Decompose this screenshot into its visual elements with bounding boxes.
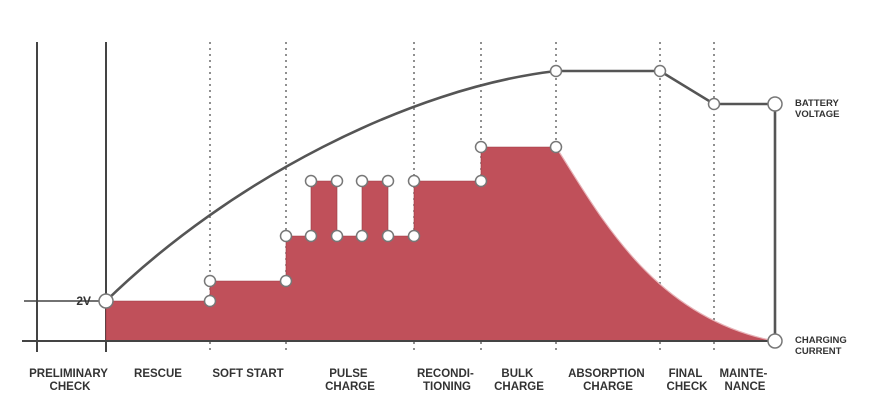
stage-label-line: ABSORPTION — [568, 368, 645, 380]
stage-label-line: NANCE — [725, 381, 766, 393]
stage-label-rescue: RESCUE — [134, 368, 182, 380]
charging-current-label-line: CHARGING — [795, 335, 847, 346]
current-markers — [203, 140, 563, 308]
current-decay-highlight — [555, 146, 776, 342]
stage-label-line: FINAL — [669, 368, 703, 380]
stage-label-preliminary-check: PRELIMINARY CHECK — [29, 368, 111, 393]
charging-current-end-marker — [767, 333, 783, 349]
battery-voltage-label: BATTERY VOLTAGE — [795, 98, 841, 120]
current-marker — [474, 140, 488, 154]
voltage-marker — [707, 97, 721, 111]
charging-current-area — [105, 146, 776, 342]
voltage-start-marker — [98, 293, 114, 309]
stage-label-line: CHARGE — [583, 381, 633, 393]
current-marker — [381, 174, 395, 188]
voltage-marker — [653, 64, 667, 78]
current-marker — [304, 174, 318, 188]
stage-label-line: CHECK — [50, 381, 92, 393]
stage-label-absorption-charge: ABSORPTION CHARGE — [568, 368, 648, 393]
two-volt-label: 2V — [76, 294, 91, 308]
current-marker — [355, 229, 369, 243]
stage-label-soft-start: SOFT START — [212, 368, 283, 380]
stage-label-maintenance: MAINTE- NANCE — [719, 368, 770, 393]
stage-label-line: CHECK — [667, 381, 709, 393]
stage-label-line: MAINTE- — [719, 368, 767, 380]
stage-label-final-check: FINAL CHECK — [667, 368, 709, 393]
current-marker — [330, 229, 344, 243]
battery-voltage-line — [105, 69, 775, 302]
stage-label-line: PULSE — [329, 368, 368, 380]
current-marker — [279, 274, 293, 288]
stage-label-line: PRELIMINARY — [29, 368, 108, 380]
current-marker — [330, 174, 344, 188]
current-marker — [304, 229, 318, 243]
stage-labels: PRELIMINARY CHECK RESCUE SOFT START PULS… — [29, 368, 770, 393]
stage-label-line: RECONDI- — [417, 368, 474, 380]
stage-label-reconditioning: RECONDI- TIONING — [417, 368, 477, 393]
voltage-marker — [549, 64, 563, 78]
current-marker — [407, 229, 421, 243]
voltage-markers — [98, 64, 783, 349]
stage-label-line: RESCUE — [134, 368, 182, 380]
current-marker — [203, 294, 217, 308]
current-marker — [474, 174, 488, 188]
current-marker — [203, 274, 217, 288]
stage-label-line: CHARGE — [325, 381, 375, 393]
stage-label-line: BULK — [501, 368, 534, 380]
current-marker — [355, 174, 369, 188]
current-marker — [279, 229, 293, 243]
current-marker — [407, 174, 421, 188]
stage-label-bulk-charge: BULK CHARGE — [494, 368, 544, 393]
stage-label-pulse-charge: PULSE CHARGE — [325, 368, 375, 393]
stage-label-line: SOFT START — [212, 368, 283, 380]
battery-voltage-end-marker — [767, 96, 783, 112]
charging-current-label: CHARGING CURRENT — [795, 335, 849, 357]
battery-voltage-label-line: BATTERY — [795, 98, 839, 109]
current-marker — [381, 229, 395, 243]
charging-current-label-line: CURRENT — [795, 346, 842, 357]
stage-label-line: TIONING — [423, 381, 471, 393]
vertical-axes — [36, 42, 107, 352]
battery-voltage-label-line: VOLTAGE — [795, 109, 840, 120]
stage-label-line: CHARGE — [494, 381, 544, 393]
current-marker — [549, 140, 563, 154]
